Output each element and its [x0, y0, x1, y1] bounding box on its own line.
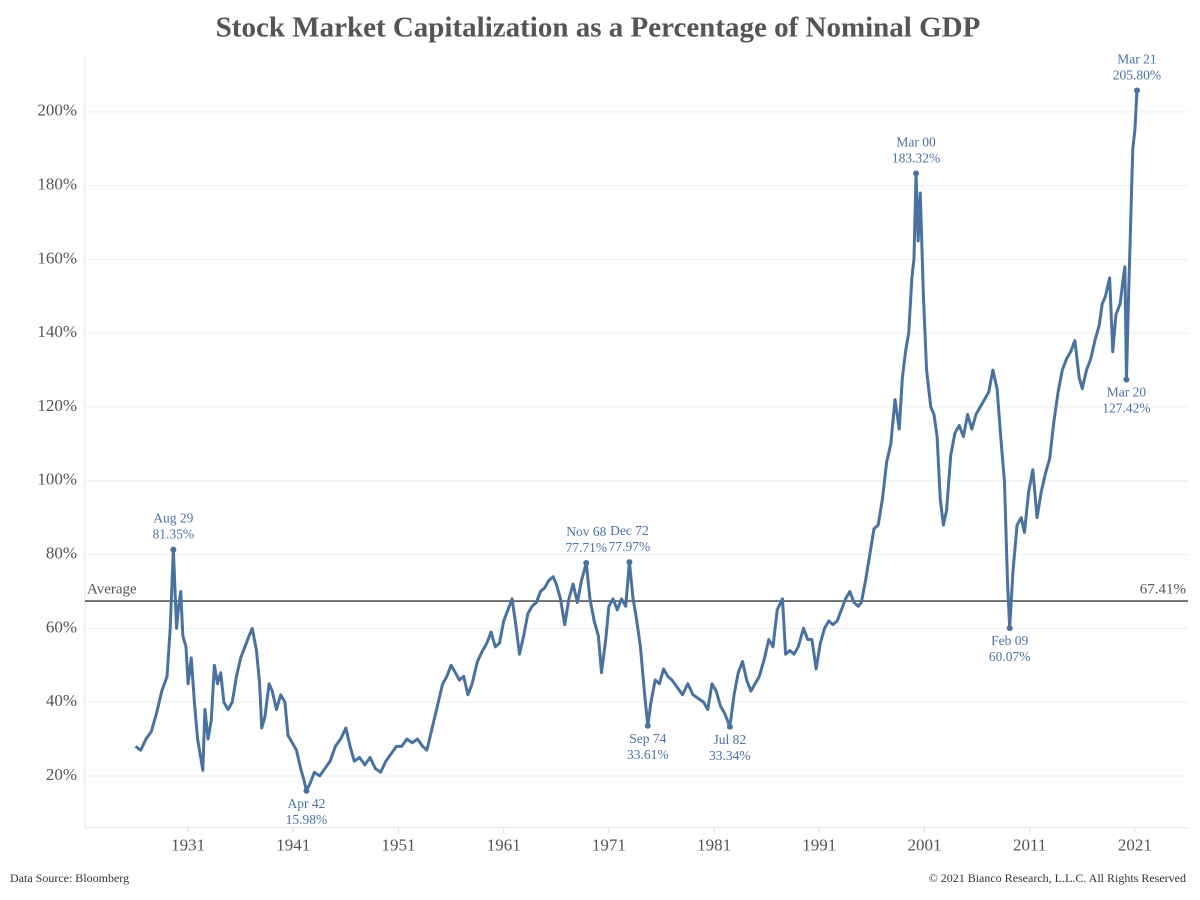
annotation-value: 33.61%	[627, 747, 669, 762]
x-tick-label: 2021	[1118, 836, 1152, 855]
y-tick-label: 20%	[46, 765, 77, 784]
chart-title: Stock Market Capitalization as a Percent…	[216, 12, 981, 44]
source: Data Source: Bloomberg	[10, 871, 129, 885]
y-tick-label: 120%	[37, 396, 77, 415]
annotation-value: 33.34%	[709, 748, 751, 763]
x-tick-label: 1951	[381, 836, 415, 855]
annotation-marker	[913, 170, 920, 177]
annotation-value: 183.32%	[892, 150, 940, 165]
x-tick-label: 1971	[592, 836, 626, 855]
x-tick-label: 1981	[697, 836, 731, 855]
annotation-marker	[626, 559, 633, 566]
copyright: © 2021 Bianco Research, L.L.C. All Right…	[929, 871, 1186, 885]
annotation-marker	[726, 723, 733, 730]
average-label: Average	[87, 581, 137, 597]
annotation-value: 81.35%	[153, 527, 195, 542]
annotation-value: 77.97%	[609, 539, 651, 554]
annotation-date: Jul 82	[714, 732, 747, 747]
y-tick-label: 200%	[37, 101, 77, 120]
annotation-marker	[170, 546, 177, 553]
x-tick-label: 1941	[276, 836, 310, 855]
x-tick-label: 2011	[1013, 836, 1046, 855]
annotation-date: Dec 72	[610, 523, 649, 538]
annotation-marker	[1123, 376, 1130, 383]
annotation-marker	[583, 560, 590, 567]
y-tick-label: 40%	[46, 691, 77, 710]
annotation-marker	[1006, 625, 1013, 632]
y-tick-label: 60%	[46, 617, 77, 636]
annotation-marker	[303, 787, 310, 794]
annotation-date: Mar 00	[896, 134, 936, 149]
y-tick-label: 100%	[37, 470, 77, 489]
y-tick-label: 160%	[37, 248, 77, 267]
y-tick-label: 140%	[37, 322, 77, 341]
series-line	[134, 90, 1139, 793]
annotation-marker	[644, 722, 651, 729]
annotation-date: Mar 20	[1107, 385, 1147, 400]
annotation-date: Feb 09	[991, 633, 1028, 648]
x-tick-label: 1991	[802, 836, 836, 855]
annotation-value: 205.80%	[1113, 68, 1161, 83]
annotation-date: Aug 29	[153, 511, 193, 526]
annotation-marker	[1133, 87, 1140, 94]
average-value-label: 67.41%	[1140, 581, 1186, 597]
y-tick-label: 180%	[37, 175, 77, 194]
y-tick-label: 80%	[46, 543, 77, 562]
annotation-value: 60.07%	[989, 649, 1031, 664]
annotation-date: Sep 74	[629, 731, 666, 746]
annotation-value: 127.42%	[1102, 401, 1150, 416]
annotation-value: 15.98%	[286, 812, 328, 827]
x-tick-label: 1931	[171, 836, 205, 855]
x-tick-label: 2001	[907, 836, 941, 855]
annotation-value: 77.71%	[565, 540, 607, 555]
x-tick-label: 1961	[487, 836, 521, 855]
annotation-date: Mar 21	[1117, 52, 1156, 67]
annotation-date: Apr 42	[288, 796, 326, 811]
annotation-date: Nov 68	[566, 524, 606, 539]
